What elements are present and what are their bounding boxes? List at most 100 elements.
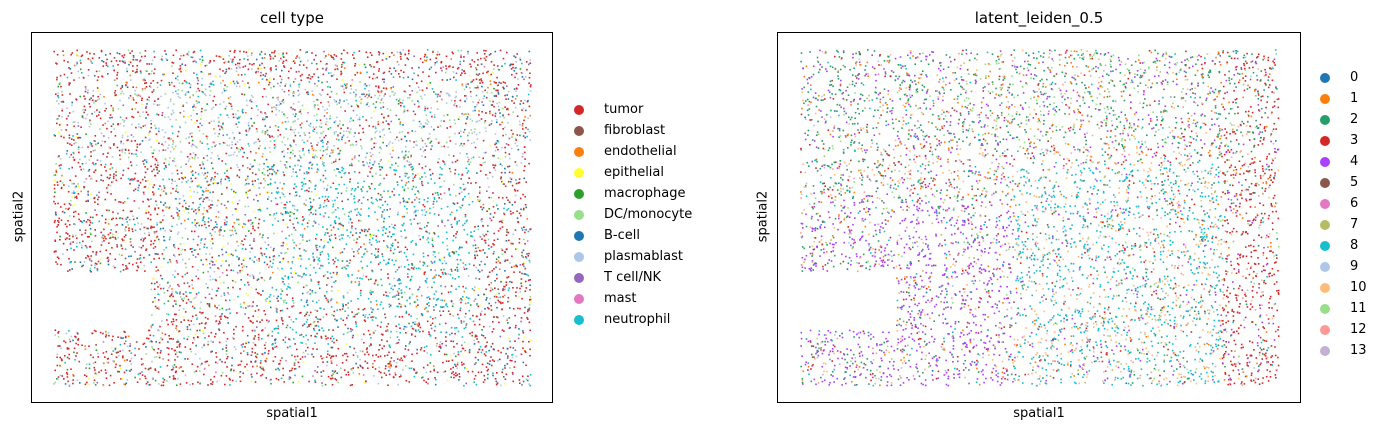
cell-point: [434, 377, 436, 379]
cell-point: [217, 323, 220, 325]
cell-point: [57, 92, 60, 95]
cell-point: [264, 112, 266, 114]
cell-point: [340, 73, 342, 76]
cell-point: [425, 114, 428, 116]
cell-point: [435, 274, 437, 276]
cell-point: [419, 238, 422, 241]
cell-point: [183, 243, 185, 245]
cell-point: [121, 217, 124, 220]
cell-point: [157, 238, 160, 241]
cell-point: [339, 222, 342, 225]
cell-point: [369, 52, 372, 54]
cell-point: [134, 229, 137, 232]
cell-point: [379, 146, 381, 149]
cell-point: [312, 253, 314, 255]
cell-point: [260, 252, 263, 255]
cell-point: [515, 295, 517, 297]
cell-point: [346, 86, 348, 89]
cell-point: [191, 180, 193, 183]
cell-point: [446, 237, 448, 240]
cell-point: [110, 353, 113, 355]
cell-point: [515, 72, 518, 75]
cell-point: [100, 144, 102, 147]
cell-point: [499, 301, 502, 304]
cell-point: [268, 81, 271, 84]
cell-point: [263, 310, 265, 312]
cell-point: [483, 95, 485, 97]
cell-point: [309, 77, 312, 80]
cell-point: [434, 256, 437, 258]
cell-point: [200, 312, 203, 315]
cell-point: [209, 191, 211, 194]
cell-point: [451, 161, 454, 164]
cell-point: [405, 332, 407, 334]
cell-point: [289, 83, 292, 86]
cell-point: [210, 297, 213, 300]
cell-point: [140, 238, 142, 241]
cell-point: [191, 139, 194, 142]
cell-point: [285, 83, 287, 85]
cell-point: [488, 196, 490, 199]
cell-point: [155, 159, 158, 162]
cell-point: [282, 374, 284, 377]
cell-point: [463, 188, 465, 191]
cell-point: [196, 191, 199, 194]
cell-point: [412, 167, 415, 170]
cell-point: [68, 112, 71, 114]
cell-point: [247, 281, 249, 284]
cell-point: [425, 345, 428, 347]
cell-point: [209, 240, 212, 242]
cell-point: [110, 163, 112, 165]
cell-point: [352, 367, 354, 369]
cell-point: [433, 281, 435, 284]
cell-point: [253, 210, 255, 213]
cell-point: [263, 279, 266, 282]
cell-point: [244, 214, 247, 216]
cell-point: [393, 263, 395, 266]
cell-point: [329, 126, 332, 129]
cell-point: [154, 207, 156, 210]
cell-point: [234, 348, 237, 351]
cell-point: [478, 79, 481, 81]
cell-point: [268, 333, 270, 336]
cell-point: [380, 99, 383, 101]
cell-point: [476, 138, 479, 140]
cell-point: [172, 141, 175, 144]
cell-point: [245, 292, 247, 295]
cell-point: [485, 55, 488, 58]
cell-point: [115, 171, 117, 173]
cell-point: [328, 354, 331, 357]
cell-point: [157, 114, 160, 116]
cell-point: [454, 132, 456, 135]
cell-point: [458, 379, 460, 381]
cell-point: [322, 356, 325, 359]
cell-point: [511, 73, 513, 76]
cell-point: [181, 176, 183, 179]
cell-point: [479, 250, 482, 252]
cell-point: [458, 317, 460, 319]
cell-point: [383, 217, 386, 220]
cell-point: [426, 56, 428, 58]
cell-point: [247, 55, 249, 57]
cell-point: [155, 253, 157, 255]
cell-point: [529, 114, 531, 117]
cell-point: [388, 306, 391, 308]
cell-point: [488, 124, 491, 126]
cell-point: [175, 300, 177, 303]
cell-point: [360, 338, 363, 341]
cell-point: [80, 190, 82, 193]
cell-point: [114, 348, 117, 351]
cell-point: [153, 226, 155, 228]
cell-point: [156, 221, 158, 224]
cell-point: [394, 271, 397, 273]
cell-point: [415, 196, 418, 199]
cell-point: [298, 86, 300, 88]
cell-point: [491, 114, 494, 116]
cell-point: [351, 158, 353, 161]
cell-point: [457, 313, 459, 316]
cell-point: [131, 210, 133, 212]
cell-point: [306, 77, 309, 79]
cell-point: [178, 344, 181, 346]
cell-point: [95, 100, 97, 102]
cell-point: [247, 317, 250, 319]
